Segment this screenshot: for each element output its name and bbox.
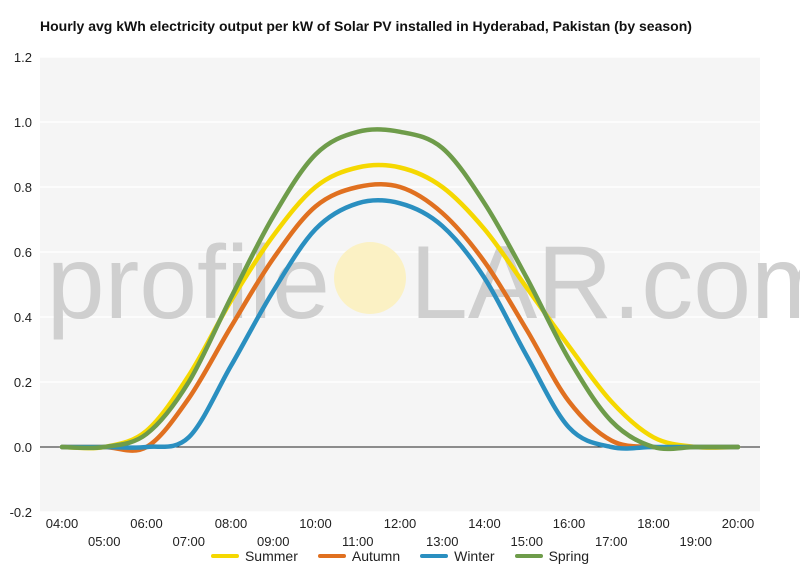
y-tick-label: 0.6 (14, 245, 32, 260)
x-tick-label: 10:00 (299, 516, 332, 531)
x-tick-label: 04:00 (46, 516, 79, 531)
x-tick-label: 12:00 (384, 516, 417, 531)
series-line-spring (59, 127, 741, 452)
x-tick-label: 11:00 (342, 534, 374, 549)
y-tick-label: 0.4 (14, 310, 32, 325)
x-tick-label: 08:00 (215, 516, 248, 531)
x-tick-label: 13:00 (426, 534, 459, 549)
watermark-prefix: profile (47, 225, 330, 341)
y-axis: -0.2 0.0 0.2 0.4 0.6 0.8 1.0 1.2 (10, 50, 32, 520)
watermark: profile LAR.com (47, 225, 800, 341)
y-tick-label: 0.0 (14, 440, 32, 455)
legend-label: Spring (548, 548, 590, 564)
legend-item-summer: Summer (210, 548, 298, 564)
series-lines (59, 127, 741, 453)
legend-label: Winter (454, 548, 495, 564)
legend-item-autumn: Autumn (317, 548, 401, 564)
x-tick-label: 19:00 (679, 534, 712, 549)
watermark-suffix: LAR.com (410, 225, 800, 341)
legend-swatch (317, 554, 346, 558)
y-tick-label: 1.2 (14, 50, 32, 65)
x-tick-label: 20:00 (722, 516, 755, 531)
legend-label: Summer (244, 548, 298, 564)
y-tick-label: 0.8 (14, 180, 32, 195)
legend-label: Autumn (351, 548, 401, 564)
x-tick-label: 16:00 (553, 516, 586, 531)
x-tick-label: 05:00 (88, 534, 121, 549)
y-tick-label: -0.2 (10, 505, 32, 520)
series-line-summer (59, 162, 741, 451)
series-line-autumn (59, 181, 741, 453)
legend-item-spring: Spring (514, 548, 590, 564)
x-axis: 04:00 05:00 06:00 07:00 08:00 09:00 10:00 11:00… (46, 516, 755, 549)
y-tick-label: 0.2 (14, 375, 32, 390)
x-tick-label: 07:00 (172, 534, 205, 549)
x-tick-label: 17:00 (595, 534, 628, 549)
x-tick-label: 09:00 (257, 534, 290, 549)
legend-swatch (514, 554, 543, 558)
x-tick-label: 14:00 (468, 516, 501, 531)
legend-item-winter: Winter (420, 548, 495, 564)
chart-title: Hourly avg kWh electricity output per kW… (40, 18, 692, 34)
legend-swatch (210, 554, 239, 558)
legend: Summer Autumn Winter Spring (0, 548, 800, 564)
x-tick-label: 18:00 (637, 516, 670, 531)
x-tick-label: 15:00 (510, 534, 543, 549)
series-line-winter (59, 197, 741, 451)
watermark-sun (334, 242, 406, 314)
legend-swatch (420, 554, 449, 558)
y-tick-label: 1.0 (14, 115, 32, 130)
x-tick-label: 06:00 (130, 516, 163, 531)
